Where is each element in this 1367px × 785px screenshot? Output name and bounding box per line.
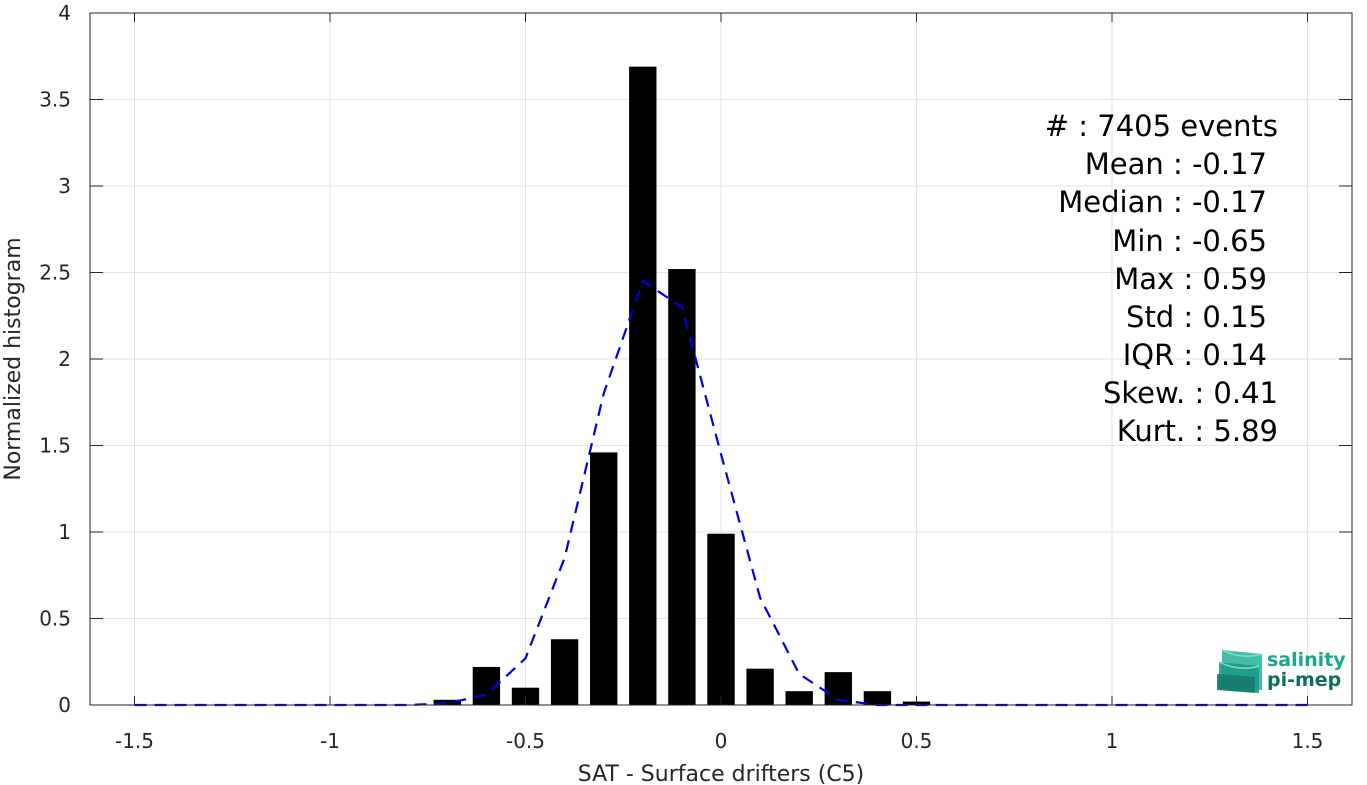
stat-max: Max : 0.59: [1114, 262, 1267, 296]
stat-mean: Mean : -0.17: [1085, 147, 1267, 181]
x-tick-label: -0.5: [506, 729, 545, 753]
x-axis-label: SAT - Surface drifters (C5): [578, 762, 865, 785]
histogram-bar: [590, 452, 618, 705]
fitted-distribution-line: [134, 279, 1308, 707]
x-tick-label: -1.5: [115, 729, 154, 753]
y-tick-label: 1: [58, 520, 71, 544]
salinity-pi-mep-logo: salinity pi-mep: [1217, 649, 1346, 693]
stat-kurt: Kurt. : 5.89: [1117, 414, 1278, 448]
x-tick-label: 0.5: [901, 729, 933, 753]
x-tick-label: 1: [1106, 729, 1119, 753]
x-tick-label: 0: [715, 729, 728, 753]
x-tick-label: 1.5: [1292, 729, 1324, 753]
histogram-bar: [629, 66, 657, 705]
y-axis-label: Normalized histogram: [1, 237, 26, 480]
wave-logo-icon: [1217, 649, 1263, 693]
stat-std: Std : 0.15: [1126, 300, 1267, 334]
y-tick-labels: 0 0.5 1 1.5 2 2.5 3 3.5 4: [39, 1, 71, 717]
histogram-bar: [550, 639, 579, 705]
y-tick-label: 0: [58, 693, 71, 717]
grid-lines: [90, 12, 1352, 706]
y-tick-label: 2.5: [39, 261, 71, 285]
logo-text-pi-mep: pi-mep: [1267, 669, 1341, 691]
x-tick-labels: -1.5 -1 -0.5 0 0.5 1 1.5: [115, 729, 1323, 753]
stat-iqr: IQR : 0.14: [1123, 338, 1267, 372]
histogram-bar: [785, 691, 813, 705]
x-tick-label: -1: [320, 729, 340, 753]
stat-min: Min : -0.65: [1112, 224, 1267, 258]
y-tick-label: 3.5: [39, 88, 71, 112]
statistics-panel: # : 7405 events Mean : -0.17 Median : -0…: [1045, 109, 1278, 448]
logo-text-salinity: salinity: [1267, 649, 1346, 671]
y-tick-label: 0.5: [39, 607, 71, 631]
y-tick-label: 2: [58, 347, 71, 371]
histogram-bar: [707, 533, 735, 705]
stat-median: Median : -0.17: [1058, 185, 1267, 219]
y-tick-label: 4: [58, 1, 71, 25]
stat-count: # : 7405 events: [1045, 109, 1278, 143]
histogram-bar: [668, 269, 696, 705]
histogram-bar: [433, 699, 461, 705]
stat-skew: Skew. : 0.41: [1103, 376, 1278, 410]
histogram-bars: [433, 66, 931, 705]
histogram-bar: [863, 691, 892, 705]
histogram-bar: [746, 668, 774, 705]
y-tick-label: 3: [58, 174, 71, 198]
axis-ticks: [90, 12, 1352, 706]
y-tick-label: 1.5: [39, 434, 71, 458]
